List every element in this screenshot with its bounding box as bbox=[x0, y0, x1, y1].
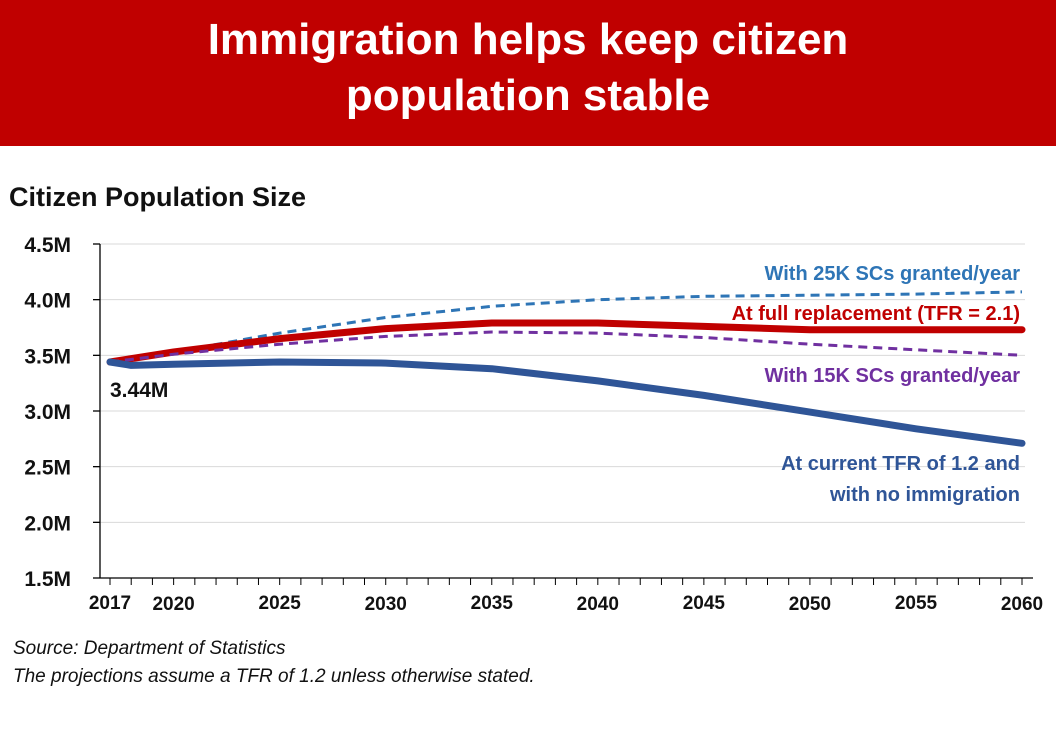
x-tick-label-9: 2060 bbox=[1001, 594, 1043, 615]
source-note: Source: Department of Statistics bbox=[13, 638, 286, 659]
y-tick-label-4: 3.5M bbox=[24, 345, 71, 368]
x-tick-label-2: 2025 bbox=[259, 593, 302, 614]
page-title: Immigration helps keep citizen populatio… bbox=[0, 12, 1056, 124]
x-tick-label-6: 2045 bbox=[683, 593, 726, 614]
x-tick-label-5: 2040 bbox=[577, 594, 619, 615]
x-tick-label-1: 2020 bbox=[152, 594, 194, 615]
series-label-1: At full replacement (TFR = 2.1) bbox=[732, 303, 1020, 325]
series-label-2: With 15K SCs granted/year bbox=[765, 365, 1021, 387]
series-label-3-line-1: At current TFR of 1.2 and bbox=[781, 453, 1020, 475]
page-title-line-2: population stable bbox=[345, 71, 711, 120]
series-label-0: With 25K SCs granted/year bbox=[765, 263, 1021, 285]
title-banner: Immigration helps keep citizen populatio… bbox=[0, 0, 1056, 146]
x-tick-label-8: 2055 bbox=[895, 593, 938, 614]
x-tick-label-4: 2035 bbox=[471, 593, 514, 614]
y-tick-label-3: 3.0M bbox=[24, 401, 71, 424]
y-tick-label-1: 2.0M bbox=[24, 512, 71, 535]
series-line-0 bbox=[109, 290, 1023, 364]
y-tick-label-6: 4.5M bbox=[24, 234, 71, 257]
start-value-label: 3.44M bbox=[110, 379, 168, 402]
series-line-3 bbox=[106, 358, 1026, 447]
x-tick-label-7: 2050 bbox=[789, 594, 831, 615]
x-tick-label-0: 2017 bbox=[89, 593, 131, 614]
series-line-2 bbox=[109, 330, 1023, 364]
series-label-3-line-2: with no immigration bbox=[829, 484, 1020, 506]
assumption-note: The projections assume a TFR of 1.2 unle… bbox=[13, 666, 535, 687]
page-title-line-1: Immigration helps keep citizen bbox=[207, 15, 849, 64]
chart-title: Citizen Population Size bbox=[9, 182, 307, 212]
y-tick-label-2: 2.5M bbox=[24, 457, 71, 480]
series-line-1 bbox=[106, 319, 1026, 366]
y-tick-label-5: 4.0M bbox=[24, 290, 71, 313]
x-tick-label-3: 2030 bbox=[365, 594, 407, 615]
y-tick-label-0: 1.5M bbox=[24, 568, 71, 591]
